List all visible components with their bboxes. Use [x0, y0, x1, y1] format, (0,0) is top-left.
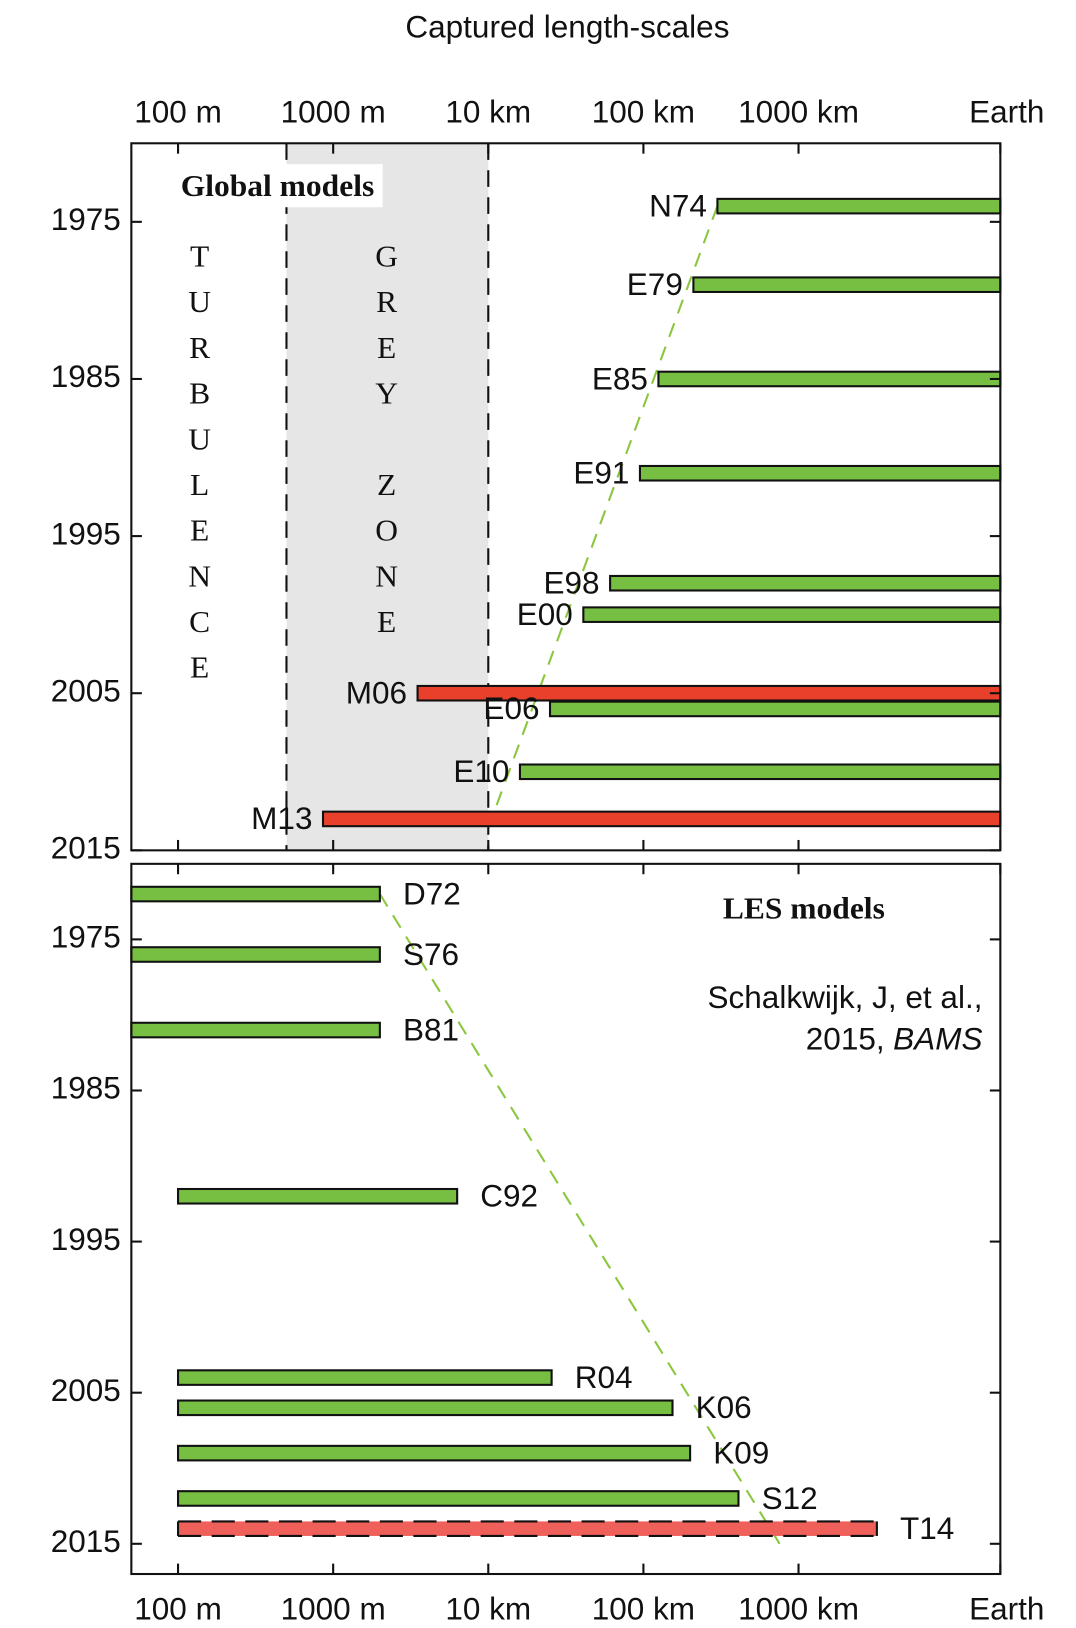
grey-zone — [286, 143, 489, 851]
bar-label: E10 — [453, 754, 509, 789]
bar — [176, 1490, 740, 1507]
bar-label: S76 — [403, 937, 459, 972]
annotation: Global models — [181, 168, 374, 203]
panel-frame — [130, 142, 1002, 852]
bar-label: N74 — [649, 189, 707, 224]
bar — [518, 763, 1002, 781]
bar — [609, 574, 1002, 592]
x-tick-label: 1000 km — [738, 1592, 859, 1627]
bar-label: K09 — [713, 1436, 769, 1471]
bar-label: E00 — [517, 597, 573, 632]
y-tick-label: 1995 — [51, 516, 121, 551]
x-tick-label: Earth — [969, 95, 1044, 130]
panel: D72 S76 B81 C92 R04 K06 K09 S12 T14 1975 1985 1995 2… — [51, 862, 1044, 1627]
bar-label: E98 — [544, 566, 600, 601]
y-tick-label: 1995 — [51, 1222, 121, 1257]
bar-label: B81 — [403, 1013, 459, 1048]
y-tick-label: 1985 — [51, 359, 121, 394]
bar-label: M06 — [346, 676, 407, 711]
bar-label: E85 — [592, 361, 648, 396]
bar — [130, 1021, 381, 1039]
bar-label: D72 — [403, 877, 461, 912]
bar — [130, 946, 381, 963]
bar — [657, 370, 1002, 388]
y-tick-label: 1975 — [51, 920, 121, 955]
citation: Schalkwijk, J, et al., — [708, 980, 983, 1015]
x-tick-label: 100 km — [592, 95, 695, 130]
x-tick-label: 100 km — [592, 1592, 695, 1627]
y-tick-label: 2005 — [51, 674, 121, 709]
y-tick-label: 1985 — [51, 1071, 121, 1106]
y-tick-label: 2015 — [51, 831, 121, 866]
trend-line — [378, 893, 781, 1545]
bar — [176, 1444, 692, 1462]
citation: 2015, — [806, 1022, 885, 1057]
y-tick-label: 2015 — [51, 1524, 121, 1559]
y-tick-label: 2005 — [51, 1373, 121, 1408]
bar-label: E79 — [627, 267, 683, 302]
trend-line — [490, 205, 719, 820]
panel-frame — [130, 862, 1002, 1576]
bar-label: C92 — [480, 1179, 538, 1214]
bar-label: K06 — [696, 1390, 752, 1425]
bar — [716, 197, 1002, 215]
bar-label: T14 — [900, 1511, 954, 1546]
y-tick-label: 1975 — [51, 202, 121, 237]
x-tick-label: 1000 m — [281, 95, 386, 130]
bar — [638, 464, 1002, 482]
x-tick-label: 10 km — [445, 95, 531, 130]
annotation: LES models — [723, 891, 885, 926]
bar — [176, 1187, 459, 1205]
bar — [178, 1521, 877, 1536]
bar-label: M13 — [251, 801, 312, 836]
bar — [582, 606, 1002, 623]
x-tick-label: Earth — [969, 1592, 1044, 1627]
bar-label: E06 — [483, 691, 539, 726]
annotation-box — [172, 164, 383, 208]
x-tick-label: 1000 km — [738, 95, 859, 130]
x-tick-label: 1000 m — [281, 1592, 386, 1627]
bar — [176, 1399, 674, 1417]
x-tick-label: 100 m — [134, 95, 222, 130]
citation: BAMS — [893, 1022, 982, 1057]
bar — [176, 1369, 553, 1386]
bar-label: R04 — [575, 1360, 633, 1395]
x-tick-label: 10 km — [445, 1592, 531, 1627]
chart-title: Captured length-scales — [405, 9, 729, 44]
bar — [321, 810, 1002, 828]
bar — [130, 885, 381, 903]
bar-label: S12 — [762, 1481, 818, 1516]
bar-label: E91 — [573, 456, 629, 491]
bar — [692, 276, 1002, 293]
bar — [548, 700, 1002, 718]
x-tick-label: 100 m — [134, 1592, 222, 1627]
